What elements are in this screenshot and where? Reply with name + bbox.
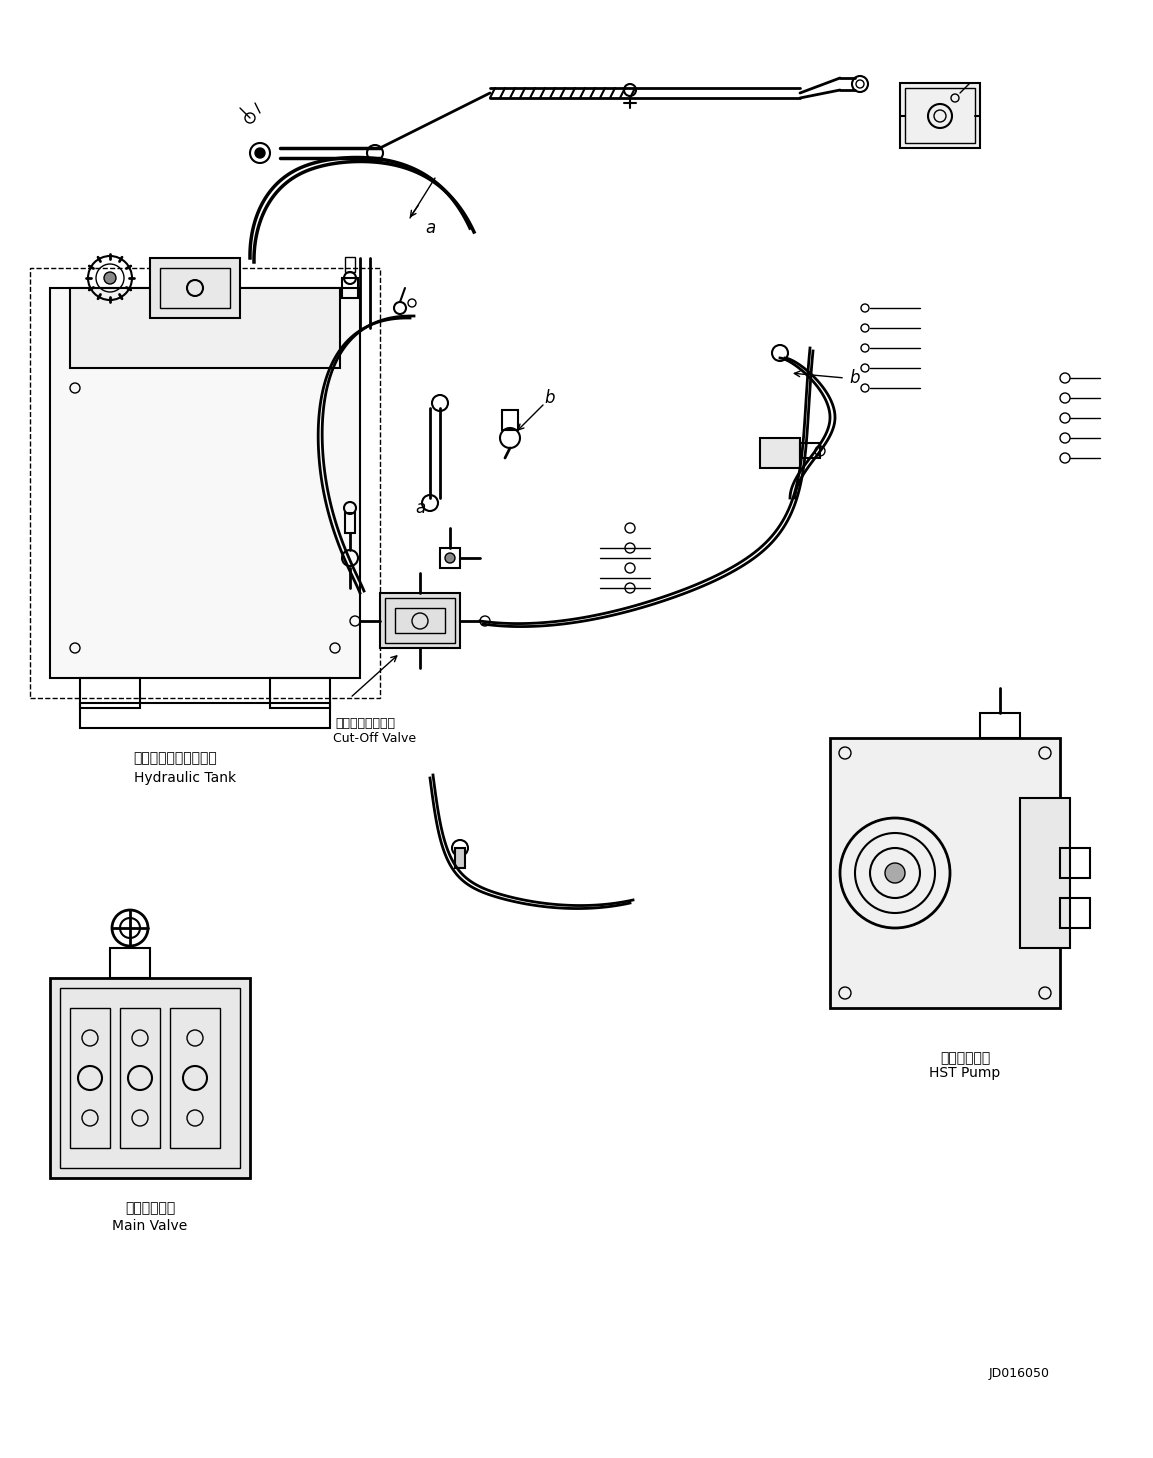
Bar xyxy=(345,257,355,273)
Text: ＨＳＴポンプ: ＨＳＴポンプ xyxy=(940,1051,990,1064)
Circle shape xyxy=(104,273,116,284)
Bar xyxy=(50,289,360,678)
Text: b: b xyxy=(544,389,556,407)
Bar xyxy=(270,678,330,709)
Bar xyxy=(50,978,250,1178)
Bar xyxy=(1060,849,1090,878)
Text: Hydraulic Tank: Hydraulic Tank xyxy=(134,771,236,784)
Text: HST Pump: HST Pump xyxy=(929,1066,1001,1080)
Circle shape xyxy=(445,553,455,563)
Bar xyxy=(905,87,975,143)
Bar xyxy=(1020,798,1070,948)
Bar xyxy=(80,678,140,709)
Bar xyxy=(120,1007,160,1147)
Bar xyxy=(1060,898,1090,927)
Text: a: a xyxy=(415,499,425,518)
Text: b: b xyxy=(850,369,860,386)
Text: ハイドロリックタンク: ハイドロリックタンク xyxy=(133,751,217,765)
Bar xyxy=(110,948,150,978)
Text: Cut-Off Valve: Cut-Off Valve xyxy=(333,732,416,745)
Bar xyxy=(160,268,229,308)
Bar xyxy=(502,410,518,430)
Bar xyxy=(345,513,355,534)
Bar xyxy=(980,713,1020,738)
Bar xyxy=(800,443,820,458)
Bar xyxy=(440,548,460,569)
Text: JD016050: JD016050 xyxy=(989,1366,1050,1379)
Bar xyxy=(80,703,330,728)
Bar xyxy=(380,593,460,647)
Bar xyxy=(455,849,465,868)
Text: a: a xyxy=(424,219,435,238)
Bar xyxy=(70,1007,110,1147)
Bar xyxy=(169,1007,220,1147)
Bar xyxy=(30,268,380,698)
Bar xyxy=(760,437,800,468)
Text: メインバルブ: メインバルブ xyxy=(125,1201,175,1215)
Bar xyxy=(900,83,980,149)
Bar xyxy=(395,608,445,633)
Bar xyxy=(70,289,340,367)
Circle shape xyxy=(255,149,265,157)
Bar xyxy=(60,989,240,1168)
Bar xyxy=(150,258,240,318)
Text: カットオフバルブ: カットオフバルブ xyxy=(336,716,395,729)
Text: Main Valve: Main Valve xyxy=(112,1219,188,1233)
Bar xyxy=(830,738,1060,1007)
Circle shape xyxy=(886,863,905,884)
Bar xyxy=(385,598,455,643)
Bar xyxy=(342,278,357,297)
